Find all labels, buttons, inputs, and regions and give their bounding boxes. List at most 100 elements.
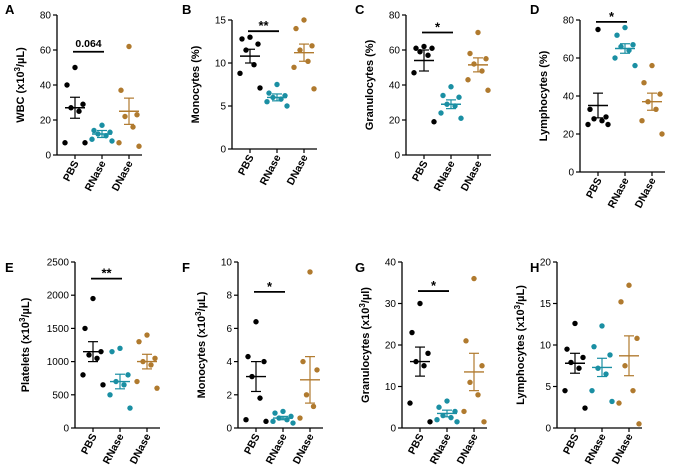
data-point-rnase [270, 418, 276, 425]
data-point-dnase [485, 87, 491, 93]
data-point-rnase [440, 92, 446, 99]
data-point-pbs [572, 320, 578, 327]
data-point-dnase [641, 80, 647, 86]
data-point-dnase [311, 86, 317, 92]
data-point-pbs [582, 405, 588, 411]
data-point-rnase [591, 343, 597, 350]
y-tick-label: 2000 [47, 291, 70, 302]
y-tick-label: 0 [545, 424, 551, 435]
data-point-dnase [618, 299, 624, 305]
data-point-dnase [297, 415, 303, 421]
data-point-dnase [291, 64, 297, 71]
data-point-pbs [82, 325, 88, 332]
significance-label: * [435, 20, 441, 35]
data-point-pbs [599, 118, 605, 124]
data-point-dnase [467, 379, 473, 386]
data-point-pbs [239, 36, 245, 42]
data-point-rnase [284, 103, 290, 109]
y-tick-label: 10 [540, 341, 552, 352]
y-axis-label: Lymphocytes (x103/µL) [513, 285, 527, 405]
data-point-pbs [76, 108, 82, 114]
y-tick-label: 0 [45, 151, 51, 162]
y-tick-label: 0 [390, 424, 396, 435]
data-point-dnase [622, 363, 628, 369]
data-point-rnase [612, 55, 618, 61]
data-point-pbs [257, 395, 263, 401]
data-point-pbs [243, 47, 249, 53]
y-tick-label: 40 [385, 258, 397, 269]
panel-g-letter: G [355, 260, 365, 275]
panel-a: A 0 20 40 60 80 WBC (x103/µL) PBS RNase DNase 0.06… [5, 2, 142, 193]
y-tick-label: 10 [385, 382, 397, 393]
y-tick-label: 2500 [47, 258, 70, 269]
data-point-dnase [300, 358, 306, 365]
data-point-rnase [456, 94, 462, 100]
y-tick-label: 20 [40, 116, 52, 127]
data-point-dnase [297, 47, 303, 53]
data-point-pbs [425, 52, 431, 58]
data-point-pbs [562, 387, 568, 394]
x-category-label: DNase [291, 432, 317, 467]
x-category-label: PBS [561, 432, 582, 457]
panel-d: D 0 20 40 60 80 Lymphocytes (%) PBS RNase DNase * [530, 2, 665, 210]
panel-b: B 0 5 10 15 Monocytes (%) PBS RNase DNase ** [182, 2, 317, 187]
y-tick-label: 30 [385, 299, 397, 310]
y-tick-label: 10 [215, 59, 227, 70]
data-point-dnase [471, 61, 477, 67]
data-point-pbs [605, 121, 611, 128]
panel-f: F 0 2 4 6 8 10 Monocytes (x103/µL) PBS RNase DNase… [182, 258, 323, 467]
x-category-label: PBS [242, 432, 263, 457]
data-point-dnase [461, 408, 467, 415]
y-tick-label: 1500 [47, 324, 70, 335]
data-point-pbs [580, 354, 586, 361]
data-point-pbs [429, 45, 435, 51]
data-point-rnase [89, 136, 95, 142]
data-point-rnase [272, 410, 278, 416]
data-point-dnase [309, 43, 315, 49]
data-point-dnase [134, 378, 140, 385]
data-point-pbs [100, 382, 106, 388]
y-tick-label: 0 [568, 168, 574, 179]
y-axis-label: Lymphocytes (%) [538, 50, 550, 141]
y-tick-label: 4 [226, 357, 232, 368]
data-point-rnase [448, 414, 454, 421]
data-point-dnase [152, 355, 158, 361]
y-tick-label: 80 [389, 11, 401, 22]
data-point-rnase [444, 398, 450, 404]
data-point-pbs [407, 400, 413, 406]
y-tick-label: 15 [540, 299, 552, 310]
data-point-rnase [434, 417, 440, 423]
x-category-label: DNase [459, 159, 485, 194]
data-point-rnase [622, 24, 628, 31]
data-point-rnase [125, 372, 131, 378]
data-point-pbs [80, 101, 86, 107]
data-point-pbs [237, 70, 243, 77]
data-point-dnase [475, 29, 481, 36]
data-point-pbs [431, 119, 437, 125]
data-point-dnase [154, 385, 160, 391]
y-tick-label: 6 [226, 324, 232, 335]
data-point-rnase [290, 420, 296, 426]
data-point-pbs [591, 116, 597, 122]
data-point-dnase [481, 419, 487, 425]
y-tick-label: 20 [385, 341, 397, 352]
data-point-rnase [452, 408, 458, 415]
x-category-label: PBS [236, 153, 257, 178]
data-point-rnase [603, 371, 609, 377]
y-tick-label: 80 [40, 11, 52, 22]
x-category-label: RNase [83, 159, 109, 194]
data-point-pbs [62, 140, 68, 146]
data-point-rnase [91, 127, 97, 134]
y-tick-label: 20 [540, 258, 552, 269]
data-point-dnase [636, 421, 642, 427]
data-point-dnase [136, 338, 142, 345]
data-point-pbs [247, 34, 253, 40]
data-point-pbs [257, 85, 263, 91]
data-point-pbs [409, 329, 415, 336]
data-point-pbs [72, 64, 78, 71]
x-category-label: DNase [633, 176, 659, 211]
y-tick-label: 40 [40, 81, 52, 92]
data-point-dnase [130, 124, 136, 130]
y-tick-label: 20 [563, 130, 575, 141]
